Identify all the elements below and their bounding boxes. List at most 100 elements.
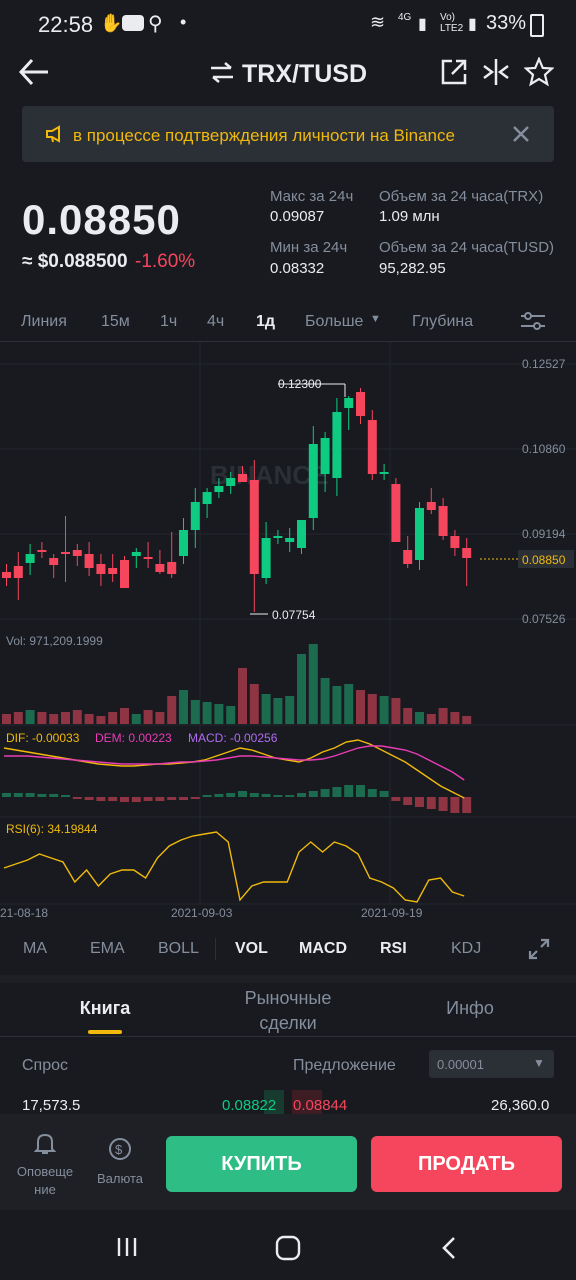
- candle: [214, 486, 224, 492]
- ask-qty[interactable]: 26,360.0: [491, 1097, 550, 1114]
- volume-bar: [108, 712, 118, 724]
- macd-bar: [356, 785, 365, 797]
- carrier-label: Vo) LTE2: [440, 12, 464, 34]
- candle: [120, 560, 129, 588]
- vol-tusd-value: 95,282.95: [379, 260, 446, 277]
- volume-bar: [238, 668, 247, 724]
- date-label-3: 2021-09-19: [361, 906, 423, 920]
- candle: [143, 557, 153, 559]
- tab-info[interactable]: Инфо: [446, 998, 494, 1018]
- tab-4h[interactable]: 4ч: [207, 313, 225, 330]
- sell-button[interactable]: ПРОДАТЬ: [371, 1136, 562, 1192]
- candle: [320, 438, 330, 474]
- swap-pair-icon[interactable]: [209, 61, 235, 85]
- macd-bar: [273, 795, 283, 797]
- tab-1d[interactable]: 1д: [256, 313, 276, 330]
- volume-bar: [120, 708, 129, 724]
- divider: [215, 938, 216, 960]
- bid-label: Спрос: [22, 1057, 69, 1074]
- candle: [61, 552, 70, 554]
- share-icon[interactable]: [440, 58, 468, 86]
- candlestick-chart[interactable]: BINANCE 0.12527 0.10860 0.09194 0.08850 …: [0, 342, 576, 930]
- divider: [0, 341, 576, 342]
- vol-tusd-label: Объем за 24 часа(TUSD): [379, 239, 555, 256]
- chevron-down-icon: ▼: [533, 1056, 545, 1070]
- network-type: 4G: [398, 12, 412, 23]
- recent-apps-icon[interactable]: [116, 1236, 138, 1258]
- bid-price[interactable]: 0.08822: [222, 1097, 277, 1114]
- volume-bar: [167, 696, 177, 724]
- indicator-boll[interactable]: BOLL: [158, 940, 199, 957]
- notification-icon: ✋: [100, 13, 123, 33]
- chevron-down-icon: ▼: [370, 313, 381, 325]
- tab-market-trades[interactable]: Рыночные сделки: [244, 988, 332, 1033]
- macd-bar: [367, 789, 377, 797]
- volume-bar: [226, 706, 236, 724]
- price-usd: ≈ $0.088500: [22, 251, 128, 272]
- candle: [2, 572, 11, 578]
- macd-bar: [37, 794, 47, 797]
- active-tab-indicator: [88, 1030, 122, 1034]
- favorite-star-icon[interactable]: [524, 57, 554, 87]
- youtube-icon: [122, 15, 144, 31]
- indicator-ema[interactable]: EMA: [90, 940, 125, 957]
- candle: [37, 550, 47, 552]
- back-arrow-icon[interactable]: [18, 58, 50, 86]
- macd-bar: [167, 797, 177, 800]
- macd-bar: [438, 797, 448, 811]
- tab-more[interactable]: Больше: [305, 313, 364, 330]
- currency-label[interactable]: Валюта: [97, 1171, 143, 1186]
- bid-qty[interactable]: 17,573.5: [22, 1097, 81, 1114]
- price-axis-4: 0.07526: [522, 612, 566, 626]
- indicator-vol[interactable]: VOL: [235, 940, 268, 957]
- volume-bar: [249, 684, 259, 724]
- precision-select[interactable]: 0.00001 ▼: [429, 1050, 554, 1078]
- indicator-rsi[interactable]: RSI: [380, 940, 407, 957]
- macd-bar: [214, 794, 224, 797]
- low-24h-value: 0.08332: [270, 260, 325, 277]
- close-icon[interactable]: [512, 125, 530, 143]
- buy-button[interactable]: КУПИТЬ: [166, 1136, 357, 1192]
- status-bar: 22:58 ✋ ⚲ • ≋ 4G ▮ Vo) LTE2 ▮ 33%: [0, 0, 576, 48]
- volume-bar: [273, 698, 283, 724]
- indicator-kdj[interactable]: KDJ: [451, 940, 482, 957]
- fullscreen-icon[interactable]: [528, 938, 550, 960]
- back-nav-icon[interactable]: [440, 1236, 458, 1260]
- volume-bar: [190, 700, 200, 724]
- candle: [96, 564, 106, 574]
- signal-icon-2: ▮: [468, 16, 477, 33]
- volume-bar: [462, 716, 472, 724]
- high-24h-value: 0.09087: [270, 208, 325, 225]
- volume-bar: [37, 712, 47, 724]
- ask-price[interactable]: 0.08844: [293, 1097, 348, 1114]
- home-icon[interactable]: [275, 1235, 301, 1261]
- tab-line[interactable]: Линия: [21, 313, 67, 330]
- last-price: 0.08850: [22, 196, 181, 243]
- indicator-macd[interactable]: MACD: [299, 940, 347, 957]
- candle: [332, 412, 342, 478]
- volume-bar: [379, 696, 389, 724]
- macd-bar: [285, 795, 295, 797]
- chart-settings-icon[interactable]: [520, 310, 546, 332]
- currency-convert-icon[interactable]: $: [107, 1136, 133, 1162]
- tab-order-book[interactable]: Книга: [79, 998, 131, 1018]
- pair-title[interactable]: TRX/TUSD: [242, 60, 367, 88]
- macd-bar: [332, 787, 342, 797]
- tab-depth[interactable]: Глубина: [412, 313, 474, 330]
- date-label-2: 2021-09-03: [171, 906, 233, 920]
- kyc-banner[interactable]: [22, 106, 554, 162]
- compare-icon[interactable]: [481, 58, 511, 86]
- volume-bar: [25, 710, 35, 724]
- candle: [367, 420, 377, 474]
- indicator-ma[interactable]: MA: [23, 940, 47, 957]
- tab-1h[interactable]: 1ч: [160, 313, 178, 330]
- macd-bar: [13, 793, 23, 797]
- macd-bar: [25, 793, 35, 797]
- candle: [438, 506, 448, 536]
- low-marker: 0.07754: [272, 608, 316, 622]
- candle: [238, 474, 247, 482]
- alerts-label[interactable]: Оповеще ние: [16, 1164, 74, 1197]
- tab-15m[interactable]: 15м: [101, 313, 130, 330]
- volume-bar: [131, 714, 141, 724]
- bell-icon[interactable]: [34, 1132, 56, 1156]
